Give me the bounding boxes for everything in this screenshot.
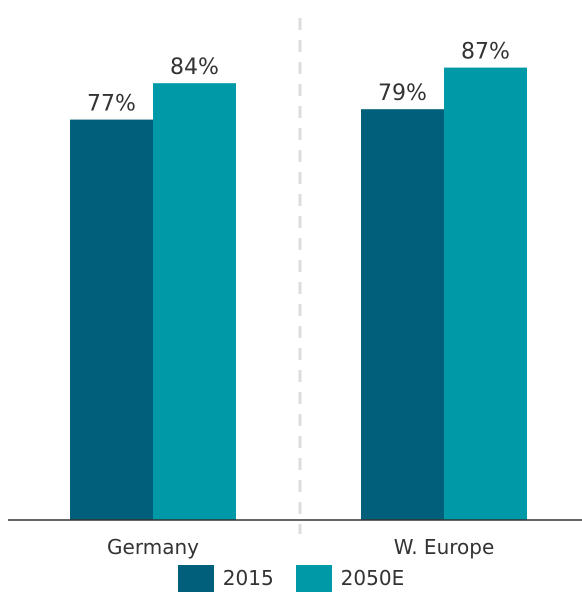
value-label: 84% xyxy=(170,55,219,80)
value-labels-group: 77% 84% 79% 87% xyxy=(87,40,510,117)
bar-germany-2015 xyxy=(70,119,153,520)
value-label: 79% xyxy=(378,81,427,106)
legend-item-2050e: 2050E xyxy=(295,564,405,592)
legend-label-2050e: 2050E xyxy=(340,566,405,590)
bar-chart: 77% 84% 79% 87% Germany W. Europe xyxy=(8,18,582,559)
category-label: W. Europe xyxy=(394,535,495,559)
bars-group xyxy=(70,67,527,520)
value-label: 87% xyxy=(461,40,510,65)
legend-swatch-2050e xyxy=(295,564,332,592)
bar-germany-2050e xyxy=(153,83,236,520)
legend-item-2015: 2015 xyxy=(177,564,274,592)
legend-swatch-2015 xyxy=(177,564,214,592)
bar-w-europe-2050e xyxy=(444,67,527,520)
category-labels-group: Germany W. Europe xyxy=(107,535,494,559)
legend: 2015 2050E xyxy=(0,563,582,593)
value-label: 77% xyxy=(87,92,136,117)
legend-label-2015: 2015 xyxy=(222,566,274,590)
bar-w-europe-2015 xyxy=(361,109,444,520)
category-label: Germany xyxy=(107,535,199,559)
